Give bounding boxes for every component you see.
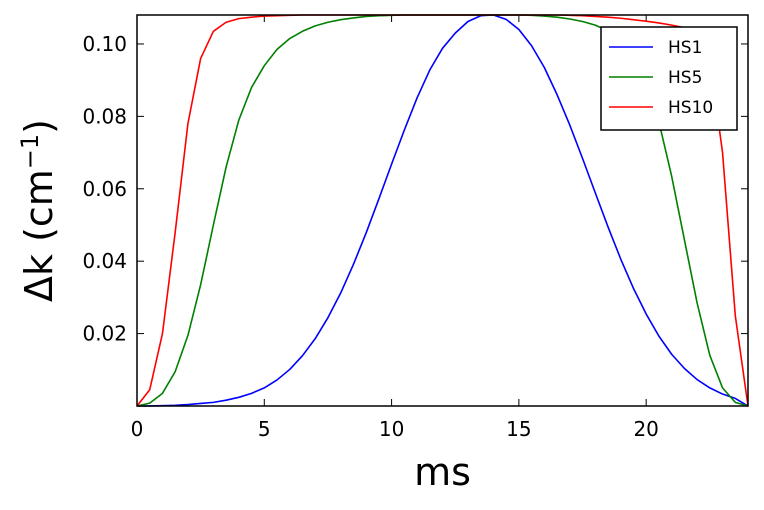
- y-axis-title: Δk (cm−1): [16, 119, 61, 302]
- legend-box: [600, 26, 738, 131]
- x-tick-label: 0: [131, 417, 144, 441]
- y-tick-label: 0.06: [82, 177, 127, 201]
- legend-label-hs10: HS10: [668, 98, 713, 118]
- series-line-hs1: [136, 14, 749, 407]
- y-axis-ticks: 0.02 0.04 0.06 0.08 0.10: [82, 32, 748, 346]
- legend-entries: HS1 HS5 HS10: [609, 38, 713, 118]
- y-axis-title-superscript: −1: [16, 134, 44, 169]
- y-tick-label: 0.02: [82, 322, 127, 346]
- legend: HS1 HS5 HS10: [600, 26, 738, 131]
- y-tick-label: 0.10: [82, 32, 127, 56]
- x-tick-label: 20: [633, 417, 658, 441]
- x-tick-label: 15: [506, 417, 531, 441]
- y-tick-label: 0.04: [82, 249, 127, 273]
- y-tick-label: 0.08: [82, 104, 127, 128]
- y-axis-title-close: ): [17, 119, 61, 134]
- x-tick-label: 5: [258, 417, 271, 441]
- x-tick-label: 10: [379, 417, 404, 441]
- legend-label-hs5: HS5: [668, 68, 702, 88]
- plot-area-frame: [136, 14, 749, 407]
- y-axis-title-main: Δk (cm: [17, 169, 61, 302]
- x-axis-ticks: 0 5 10 15 20: [131, 15, 659, 441]
- x-axis-title: ms: [414, 450, 471, 494]
- legend-label-hs1: HS1: [668, 38, 702, 58]
